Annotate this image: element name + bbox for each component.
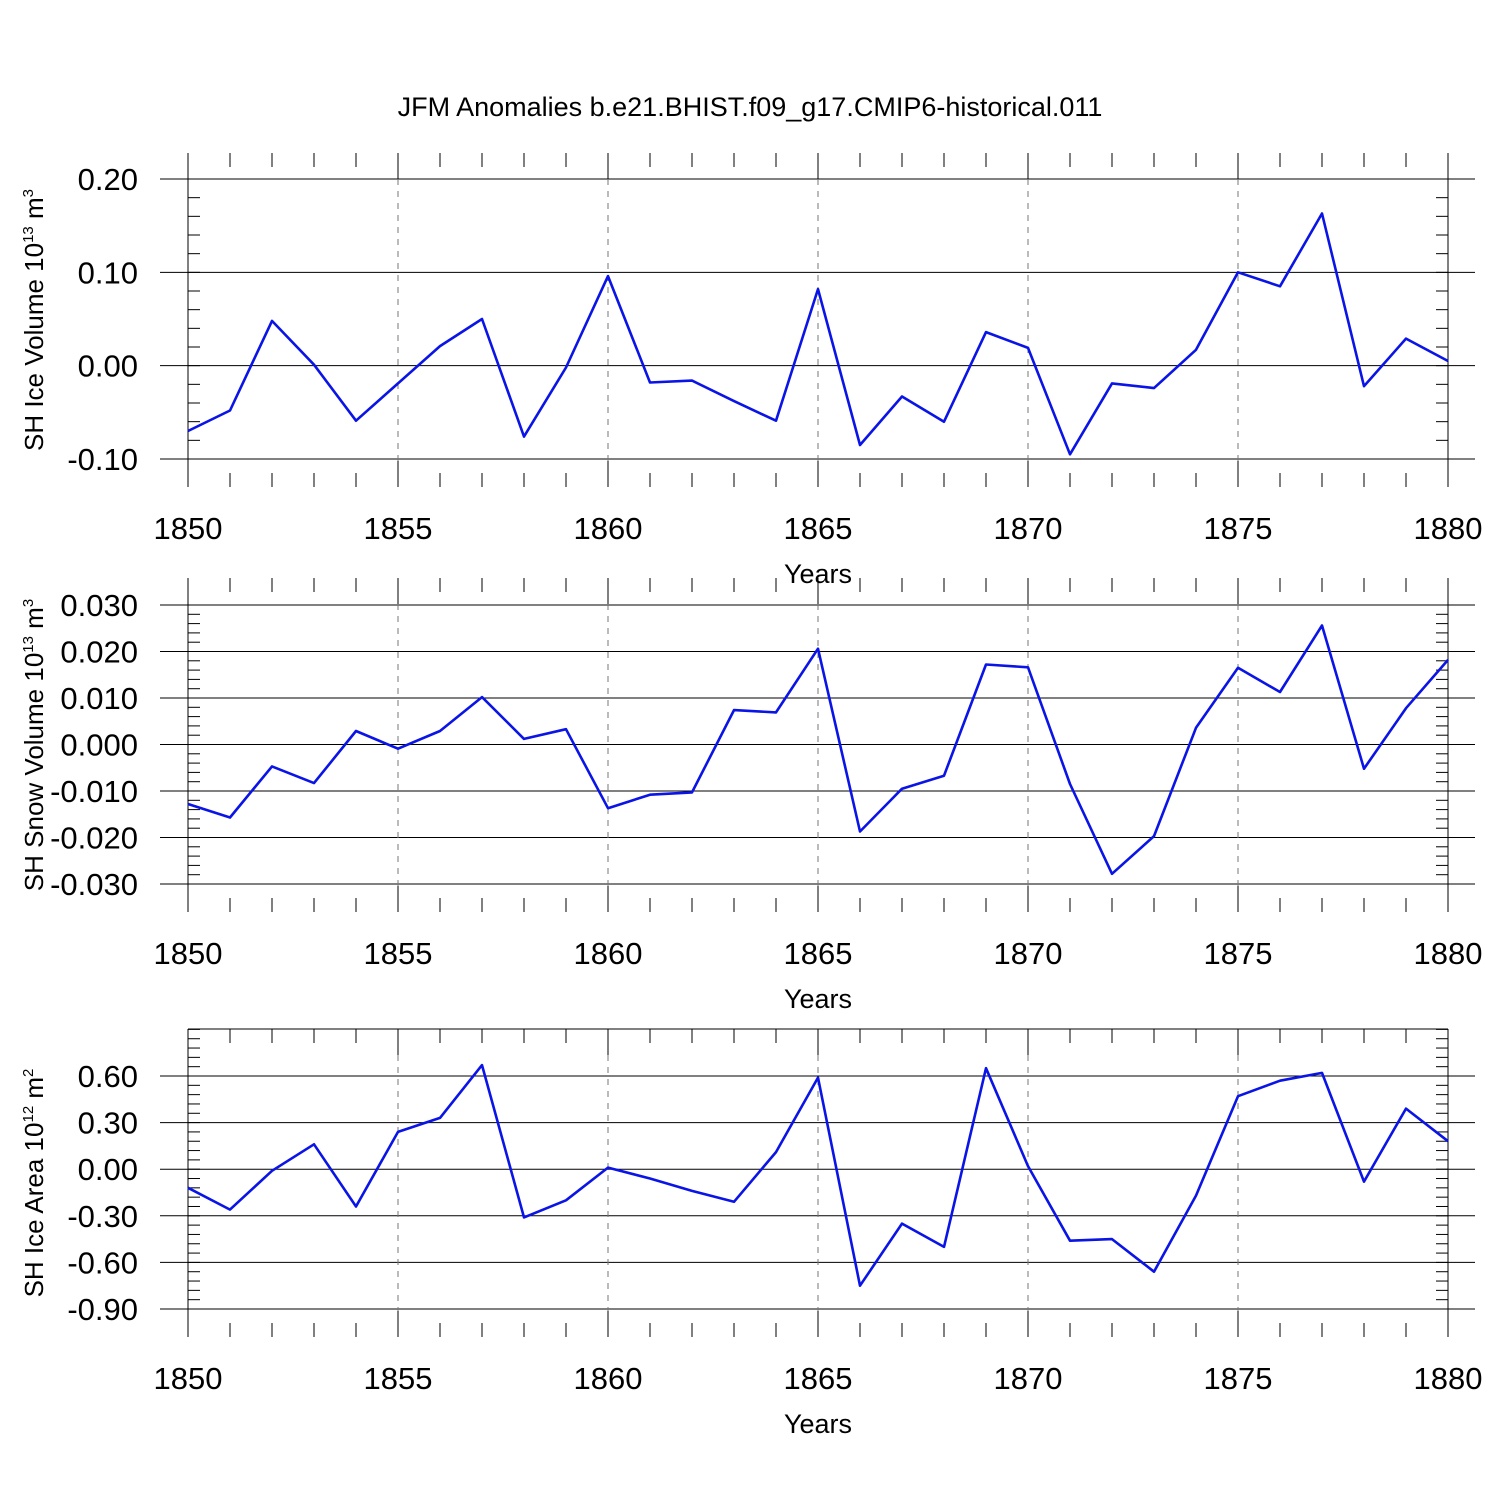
x-tick-label: 1875 (1204, 1361, 1273, 1396)
y-axis-title-unit-exponent: 2 (20, 1069, 37, 1077)
y-axis-title-main: SH Snow Volume 10 (19, 653, 49, 891)
y-tick-label: 0.10 (78, 255, 138, 290)
x-tick-label: 1850 (154, 936, 223, 971)
y-tick-label: 0.020 (60, 635, 138, 670)
y-axis-title-main: SH Ice Area 10 (19, 1123, 49, 1298)
y-tick-label: -0.30 (67, 1199, 138, 1234)
data-series-line (187, 212, 1449, 456)
x-tick-label: 1880 (1414, 1361, 1483, 1396)
x-tick-label: 1860 (574, 511, 643, 546)
x-tick-label: 1865 (784, 1361, 853, 1396)
y-tick-label: 0.00 (78, 1152, 138, 1187)
x-tick-label: 1870 (994, 511, 1063, 546)
y-tick-label: 0.030 (60, 588, 138, 623)
y-axis-title-unit: m (19, 1077, 49, 1106)
y-axis-title: SH Ice Volume 1013 m3 (19, 189, 49, 451)
y-axis-title-unit-exponent: 3 (20, 189, 37, 197)
x-tick-label: 1865 (784, 936, 853, 971)
y-tick-label: -0.10 (67, 442, 138, 477)
x-tick-label: 1880 (1414, 511, 1483, 546)
y-tick-label: -0.010 (50, 774, 138, 809)
y-axis-title: SH Ice Area 1012 m2 (19, 1069, 49, 1298)
x-tick-label: 1880 (1414, 936, 1483, 971)
x-tick-label: 1875 (1204, 511, 1273, 546)
y-tick-label: -0.90 (67, 1292, 138, 1327)
chart-title: JFM Anomalies b.e21.BHIST.f09_g17.CMIP6-… (398, 92, 1103, 122)
x-tick-label: 1870 (994, 1361, 1063, 1396)
y-tick-label: 0.00 (78, 349, 138, 384)
y-axis-title-unit-exponent: 3 (20, 599, 37, 607)
y-axis-title-main: SH Ice Volume 10 (19, 243, 49, 451)
x-tick-label: 1860 (574, 936, 643, 971)
y-axis-title-unit: m (19, 197, 49, 226)
x-tick-label: 1850 (154, 511, 223, 546)
x-tick-label: 1860 (574, 1361, 643, 1396)
x-axis-title: Years (784, 984, 852, 1014)
y-tick-label: 0.30 (78, 1106, 138, 1141)
x-tick-label: 1855 (364, 936, 433, 971)
y-axis-title-unit: m (19, 607, 49, 636)
panel-2: -0.030 -0.020 -0.010 0.000 0.010 0.020 0.030 18… (19, 578, 1482, 1014)
y-tick-label: -0.030 (50, 867, 138, 902)
x-tick-label: 1855 (364, 1361, 433, 1396)
x-axis-title: Years (784, 1409, 852, 1439)
y-axis-title-exponent: 13 (20, 636, 37, 653)
x-tick-label: 1875 (1204, 936, 1273, 971)
x-tick-label: 1865 (784, 511, 853, 546)
y-tick-label: -0.020 (50, 821, 138, 856)
y-tick-label: 0.20 (78, 162, 138, 197)
panel-1: -0.10 0.00 0.10 0.20 1850 1855 1860 1865 1870 187… (19, 153, 1482, 589)
y-tick-label: 0.60 (78, 1059, 138, 1094)
y-axis-title-exponent: 13 (20, 226, 37, 243)
y-tick-label: 0.000 (60, 728, 138, 763)
y-tick-label: 0.010 (60, 681, 138, 716)
y-axis-title: SH Snow Volume 1013 m3 (19, 599, 49, 891)
x-tick-label: 1870 (994, 936, 1063, 971)
x-tick-label: 1855 (364, 511, 433, 546)
y-axis-title-exponent: 12 (20, 1106, 37, 1123)
y-tick-label: -0.60 (67, 1245, 138, 1280)
panel-3: -0.90 -0.60 -0.30 0.00 0.30 0.60 1850 1855 1860 1… (19, 1028, 1483, 1439)
x-tick-label: 1850 (154, 1361, 223, 1396)
